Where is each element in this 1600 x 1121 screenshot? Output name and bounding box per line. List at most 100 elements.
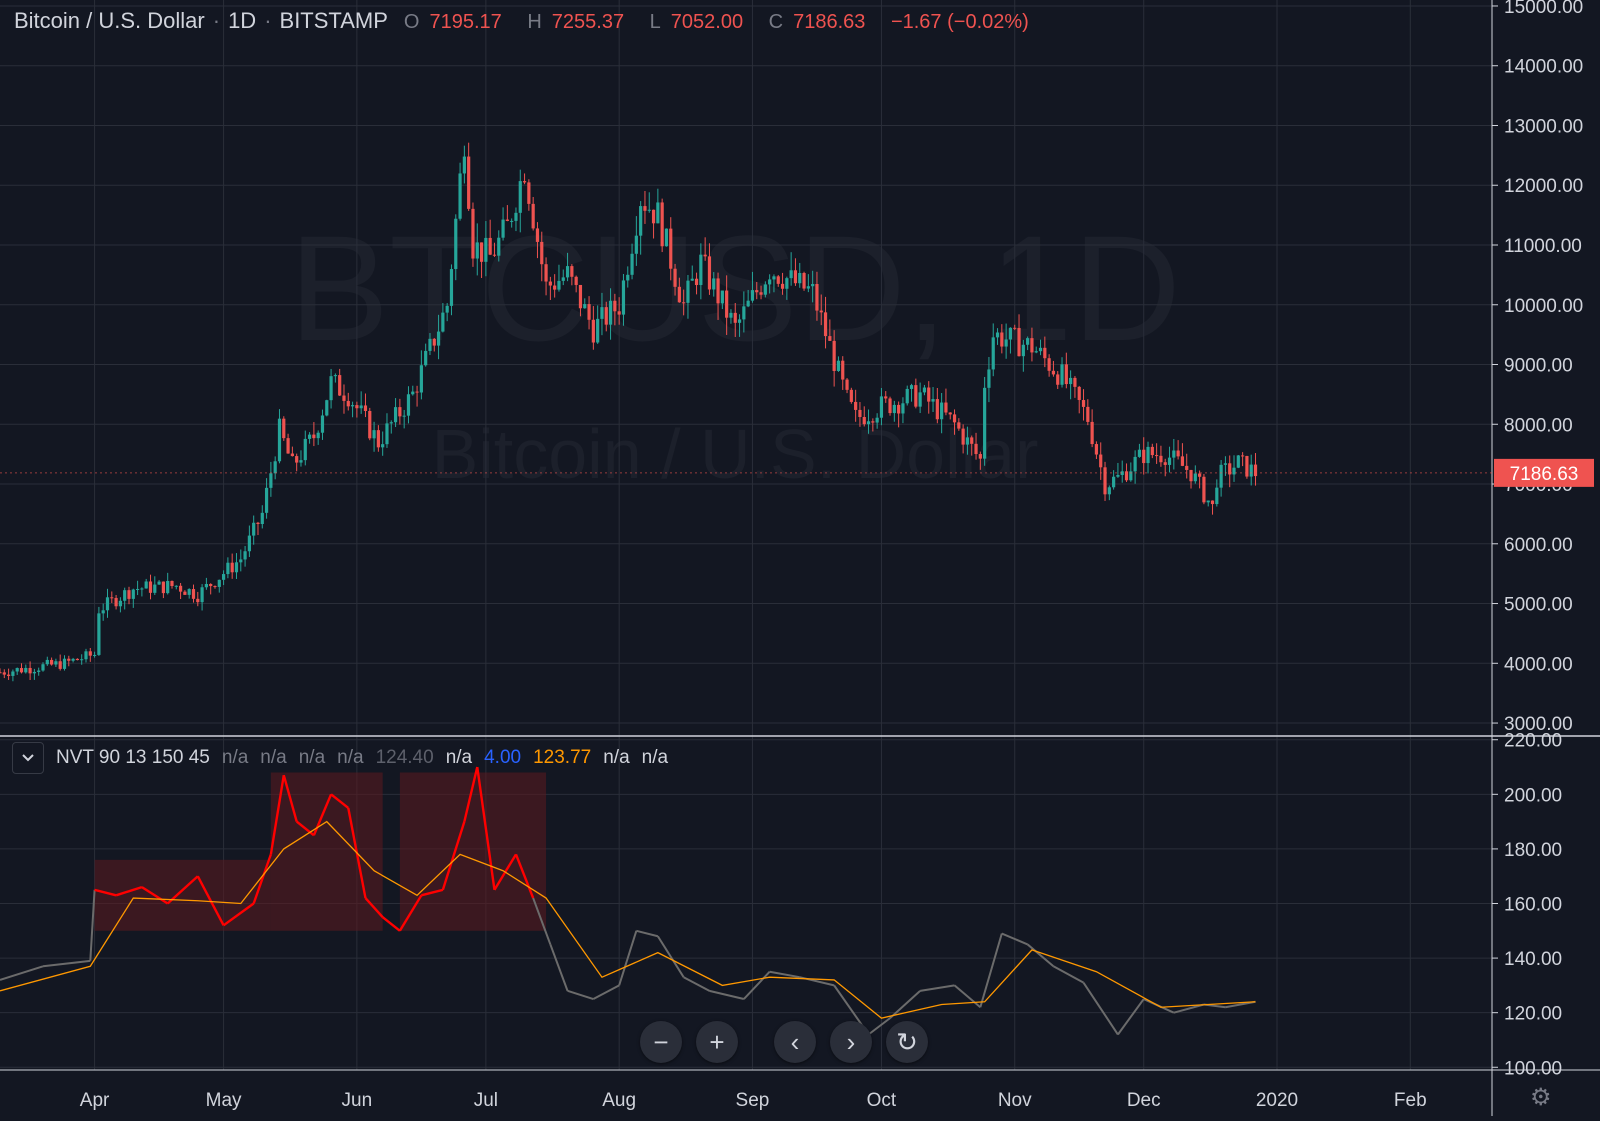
reset-chart-button[interactable]: ↻ [886,1021,928,1063]
nvt-zone [399,772,547,931]
scroll-right-button[interactable]: › [830,1021,872,1063]
x-tick-label: Apr [80,1090,110,1111]
candle-body [428,338,432,351]
x-tick-label: Feb [1394,1090,1427,1111]
candle-body [755,290,759,293]
candle-body [2,672,6,675]
candle-body [686,280,690,303]
candle-body [204,583,208,588]
y-tick-label: 13000.00 [1504,116,1583,137]
candle-body [690,278,694,281]
candle-body [24,667,28,673]
candle-body [720,290,724,304]
candle-body [19,668,24,673]
candle-body [901,403,905,414]
candle-body [1150,446,1154,456]
candle-body [1206,500,1210,503]
candle-body [475,242,479,259]
candle-body [45,659,49,665]
candle-body [725,290,729,318]
candle-body [927,387,931,402]
candle-body [836,360,841,371]
exchange-label: BITSTAMP [279,8,388,33]
nvt-segment [743,971,771,1000]
candle-body [1069,377,1073,385]
candle-body [105,597,110,611]
candle-body [914,385,918,407]
candle-body [1133,456,1137,472]
candle-body [1245,456,1249,477]
candle-body [462,156,466,174]
candle-body [497,237,501,256]
candle-body [441,312,445,332]
y-tick-label: 11000.00 [1504,236,1582,257]
candle-body [742,306,746,320]
candle-body [247,535,251,552]
candle-body [540,241,544,265]
nvt-ma-line [0,820,1256,1019]
nvt-zone [270,772,383,931]
candle-body [363,405,368,411]
nvt-segment [514,853,535,899]
nvt-segment [476,766,496,891]
nvt-segment [330,793,350,809]
candle-body [553,285,557,290]
nvt-segment [89,889,96,961]
candle-body [768,279,772,285]
scroll-left-button[interactable]: ‹ [774,1021,816,1063]
candle-body [88,651,92,656]
zoom-in-button[interactable]: + [696,1021,738,1063]
candle-body [1047,358,1051,371]
nvt-segment [532,897,552,945]
candle-body [97,613,101,655]
nvt-segment [567,989,594,1000]
candle-body [1167,457,1172,465]
settings-button[interactable]: ⚙ [1530,1083,1552,1112]
nvt-segment [0,965,44,981]
candle-body [67,658,71,661]
candle-body [123,590,127,601]
y-tick-label: 100.00 [1504,1058,1562,1079]
candle-body [884,396,888,399]
nvt-zones [94,772,547,931]
candle-body [1210,500,1215,505]
candle-body [1189,469,1193,482]
candle-body [110,597,114,599]
candle-body [424,350,428,366]
candle-body [449,269,454,306]
collapse-indicator-button[interactable] [12,742,44,774]
candle-body [518,181,522,213]
nvt-segment [636,929,659,938]
candle-body [101,610,105,614]
candle-body [811,284,815,287]
legend-dot: · [212,8,221,33]
candle-body [1056,374,1060,385]
x-tick-label: Jul [474,1090,498,1111]
nvt-segment [94,888,117,897]
nvt-segment [592,984,620,1000]
chart-controls: − + ‹ › ↻ [640,1021,928,1063]
candle-body [54,661,58,665]
candle-body [432,338,436,346]
candle-body [187,589,191,595]
zoom-out-button[interactable]: − [640,1021,682,1063]
candle-body [746,300,750,307]
nvt-segment [364,897,384,918]
nvt-segment [618,930,638,986]
candle-body [1017,327,1021,357]
candle-body [1129,471,1133,481]
candle-body [350,405,355,407]
minus-icon: − [653,1026,669,1057]
nvt-segment [709,989,745,1001]
nvt-segment [549,944,569,992]
candle-body [1232,467,1236,475]
x-tick-label: Dec [1127,1090,1161,1111]
candle-body [286,438,290,454]
nvt-segment [269,775,285,855]
candle-body [1120,471,1124,476]
nvt-segment [252,853,273,904]
